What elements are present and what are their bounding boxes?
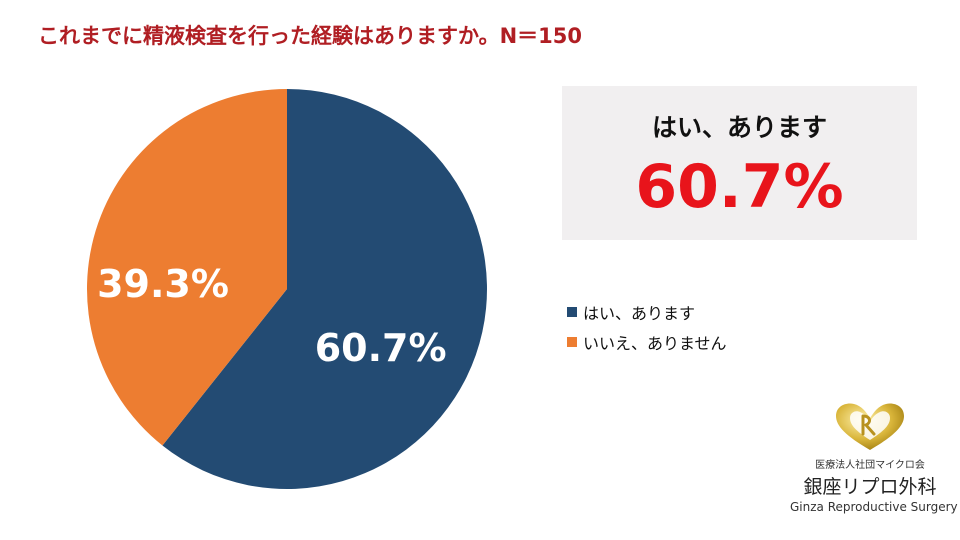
legend-item-yes: はい、あります — [567, 300, 695, 324]
pie-label-no: 39.3% — [97, 262, 229, 306]
pie-label-yes: 60.7% — [315, 326, 447, 370]
highlight-box: はい、あります 60.7% — [562, 86, 917, 240]
chart-title: これまでに精液検査を行った経験はありますか。N＝150 — [38, 24, 582, 48]
highlight-label: はい、あります — [651, 113, 827, 142]
pie-slice-no — [87, 89, 287, 446]
heart-logo-icon — [836, 403, 904, 450]
pie-slice-yes — [162, 89, 488, 489]
legend-label-yes: はい、あります — [583, 304, 696, 323]
logo-clinic-name-en: Ginza Reproductive Surgery — [790, 500, 958, 514]
highlight-value: 60.7% — [635, 152, 844, 222]
legend-item-no: いいえ、ありません — [567, 330, 727, 354]
legend-swatch-no — [567, 337, 577, 347]
pie-chart: 60.7% 39.3% — [87, 89, 488, 489]
logo-clinic-name: 銀座リプロ外科 — [803, 476, 937, 498]
legend-label-no: いいえ、ありません — [583, 334, 727, 353]
clinic-logo: 医療法人社団マイクロ会 銀座リプロ外科 Ginza Reproductive S… — [790, 400, 958, 525]
legend-swatch-yes — [567, 307, 577, 317]
logo-organization: 医療法人社団マイクロ会 — [815, 460, 925, 471]
